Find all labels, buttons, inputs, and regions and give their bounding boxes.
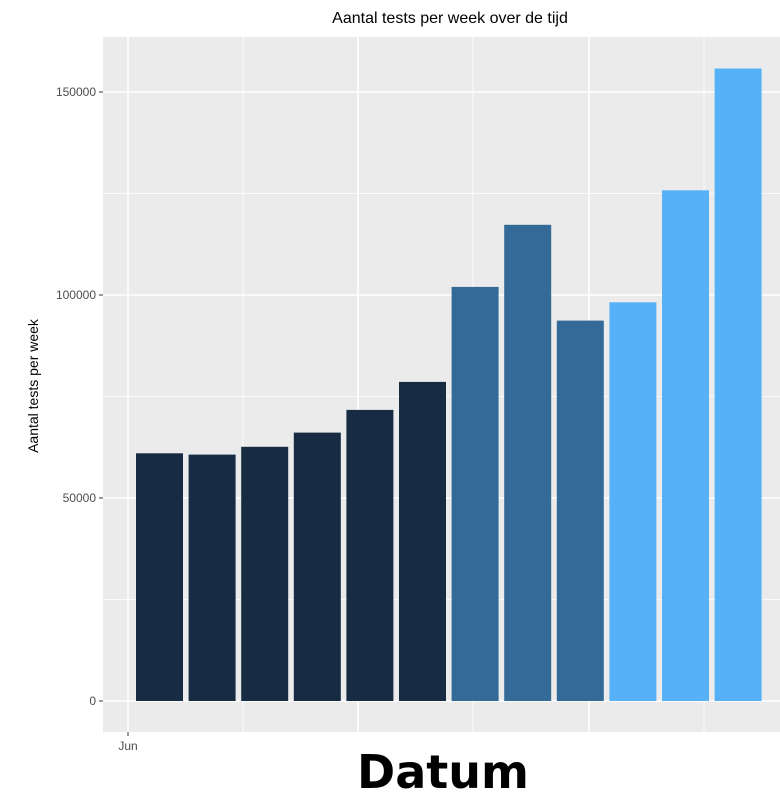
y-tick-label: 100000 <box>56 288 96 302</box>
bar <box>188 454 236 701</box>
bar <box>346 409 394 701</box>
bar <box>714 68 762 701</box>
bar <box>662 190 709 702</box>
y-axis-label: Aantal tests per week <box>25 318 41 453</box>
bars <box>136 68 762 702</box>
bar <box>293 432 341 701</box>
y-axis-ticks: 0 50000 100000 150000 <box>56 85 103 708</box>
bar <box>241 446 289 701</box>
bar <box>504 224 552 702</box>
x-axis-label: Datum <box>357 745 529 793</box>
y-tick-label: 0 <box>89 694 96 708</box>
bar <box>136 453 183 701</box>
x-tick-label: Jun <box>118 739 137 753</box>
chart-title: Aantal tests per week over de tijd <box>332 10 568 27</box>
x-axis-ticks: Jun <box>118 732 138 753</box>
bar <box>609 302 657 701</box>
y-tick-label: 50000 <box>63 491 97 505</box>
y-tick-label: 150000 <box>56 85 96 99</box>
bar <box>556 320 604 701</box>
bar <box>399 381 446 701</box>
bar <box>451 286 499 701</box>
